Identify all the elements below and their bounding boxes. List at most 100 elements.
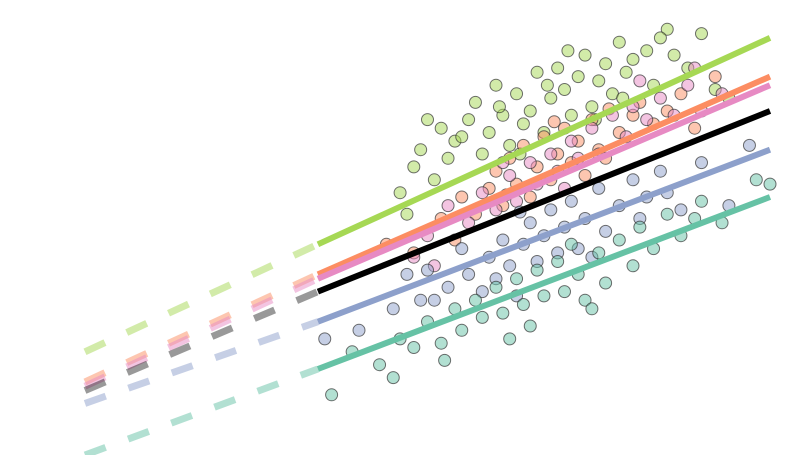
series-3-point xyxy=(523,216,537,230)
series-1-point xyxy=(688,121,702,135)
series-4-point xyxy=(455,323,469,337)
series-0-point xyxy=(489,78,503,92)
series-2-point xyxy=(681,78,695,92)
series-0-point xyxy=(400,207,414,221)
series-4-point xyxy=(612,233,626,247)
series-1-extrapolation-line xyxy=(83,271,320,386)
series-0-point xyxy=(407,160,421,174)
series-4-point xyxy=(475,310,489,324)
series-0-point xyxy=(468,95,482,109)
series-4-point xyxy=(510,272,524,286)
series-0-point xyxy=(592,74,606,88)
series-0-point xyxy=(626,52,640,66)
series-0-point xyxy=(540,78,554,92)
series-0-point xyxy=(462,113,476,127)
series-4-point xyxy=(564,237,578,251)
series-0-point xyxy=(427,173,441,187)
series-2-point xyxy=(564,134,578,148)
series-4-point xyxy=(585,302,599,316)
series-0-point xyxy=(510,87,524,101)
series-0-point xyxy=(564,108,578,122)
series-3-point xyxy=(742,138,756,152)
series-4-point xyxy=(516,298,530,311)
series-3-point xyxy=(421,263,434,277)
series-0-point xyxy=(523,104,537,118)
series-4-extrapolation-line xyxy=(83,365,320,455)
overall-fit-extrapolation-line xyxy=(83,288,320,394)
series-3-point xyxy=(475,285,489,299)
series-0-point xyxy=(492,100,506,114)
series-4-point xyxy=(407,341,421,354)
series-3-point xyxy=(455,242,469,256)
series-4-regression-line xyxy=(316,194,772,372)
series-0-point xyxy=(667,48,681,62)
series-0-point xyxy=(475,147,489,161)
series-3-point xyxy=(674,203,688,217)
series-3-point xyxy=(400,267,414,281)
series-4-point xyxy=(489,280,503,294)
series-0-point xyxy=(578,48,592,62)
series-4-point xyxy=(558,285,571,299)
series-4-point xyxy=(325,388,339,402)
series-3-point xyxy=(427,293,441,307)
series-3-point xyxy=(441,280,455,294)
series-4-point xyxy=(660,207,674,221)
series-0-point xyxy=(482,126,496,139)
series-0-point xyxy=(421,113,434,127)
series-3-point xyxy=(653,164,667,178)
series-4-point xyxy=(523,319,537,333)
series-2-point xyxy=(653,91,667,105)
series-4-point xyxy=(763,177,777,191)
series-0-point xyxy=(585,100,599,114)
series-0-point xyxy=(640,44,654,58)
series-4-point xyxy=(503,332,517,346)
series-4-point xyxy=(551,255,565,268)
series-2-point xyxy=(441,199,455,213)
series-3-point xyxy=(564,194,578,208)
series-0-regression-line xyxy=(316,35,772,248)
series-4-point xyxy=(537,289,551,303)
series-3-point xyxy=(626,173,640,187)
series-2-point xyxy=(640,113,654,127)
series-4-point xyxy=(633,220,647,234)
series-1-regression-line xyxy=(316,73,772,278)
series-3-point xyxy=(695,156,708,170)
series-0-point xyxy=(530,65,544,79)
series-4-point xyxy=(749,173,763,187)
series-3-point xyxy=(414,293,428,307)
series-1-point xyxy=(708,70,722,84)
series-4-point xyxy=(434,336,448,350)
series-4-point xyxy=(530,263,544,277)
series-0-point xyxy=(551,61,565,75)
series-0-point xyxy=(599,57,613,71)
series-1-point xyxy=(455,190,469,204)
series-2-point xyxy=(523,156,537,170)
series-4-point xyxy=(578,293,592,307)
series-4-point xyxy=(373,358,387,372)
series-0-point xyxy=(612,35,626,49)
extrapolation-lines xyxy=(83,241,320,455)
series-0-extrapolation-line xyxy=(83,241,320,355)
series-2-point xyxy=(633,74,647,88)
series-0-point xyxy=(619,65,633,79)
series-3-point xyxy=(496,233,510,247)
series-3-point xyxy=(462,267,476,281)
series-4-point xyxy=(496,306,510,320)
series-1-point xyxy=(674,87,688,101)
series-3-point xyxy=(544,203,558,217)
series-4-point xyxy=(599,276,613,290)
series-3-extrapolation-line xyxy=(83,318,320,407)
series-0-point xyxy=(695,27,708,41)
series-4-point xyxy=(626,259,640,273)
series-4-point xyxy=(438,353,452,367)
series-3-point xyxy=(386,302,400,316)
series-2-extrapolation-line xyxy=(83,275,320,390)
series-0-point xyxy=(660,22,674,36)
series-0-point xyxy=(455,130,469,144)
series-2-regression-line xyxy=(316,82,772,282)
series-2-point xyxy=(503,169,517,182)
series-2-point xyxy=(544,147,558,161)
series-0-point xyxy=(571,70,585,84)
series-0-point xyxy=(503,138,517,152)
